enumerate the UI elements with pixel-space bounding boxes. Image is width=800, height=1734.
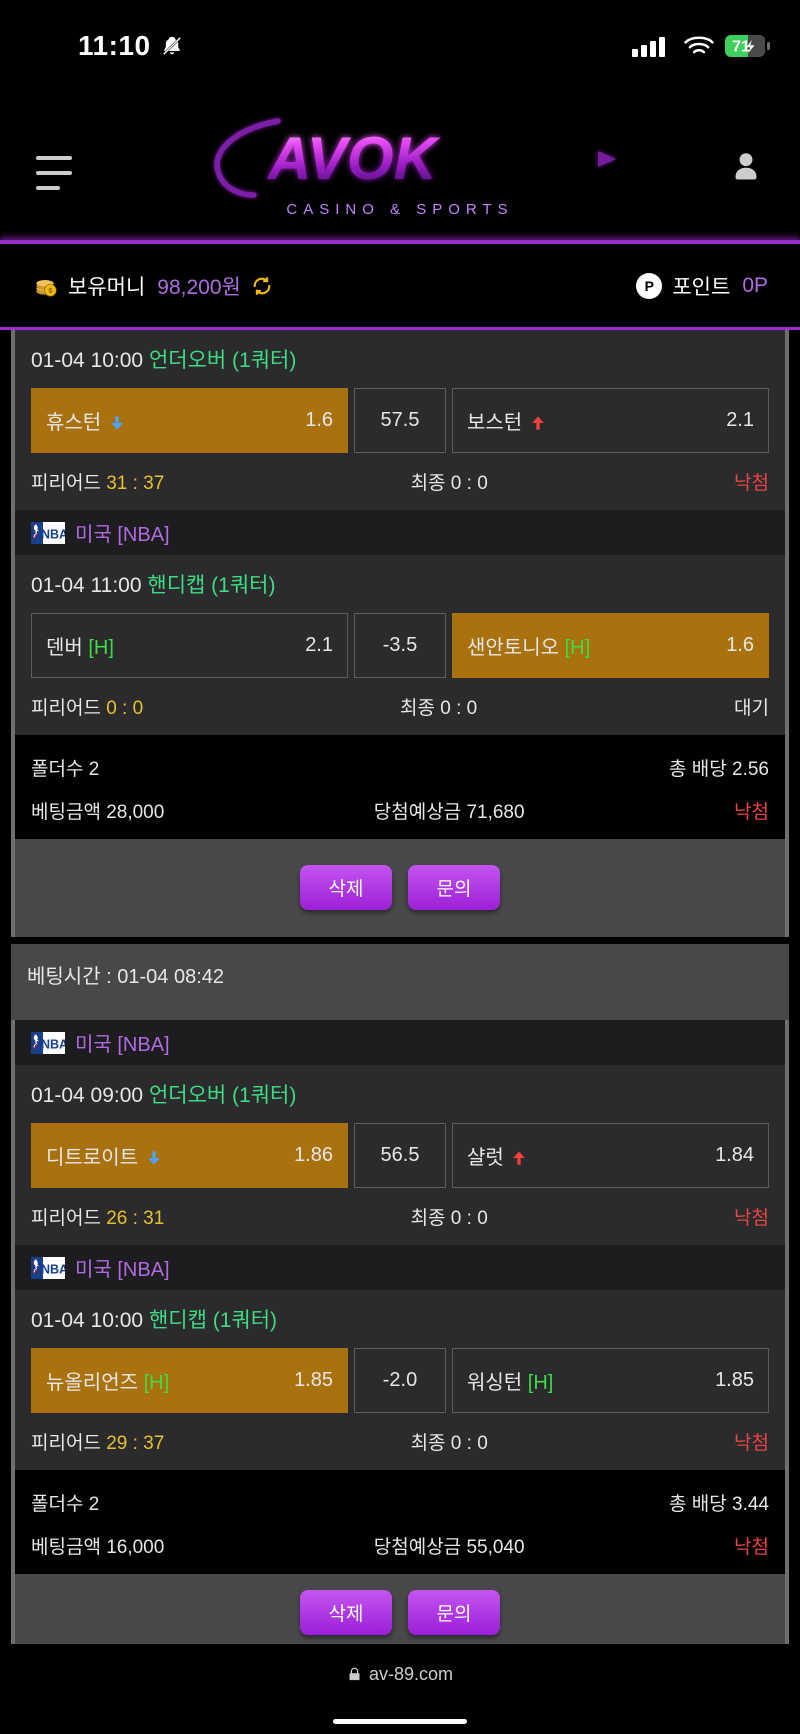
svg-text:NBA: NBA — [41, 1262, 65, 1276]
svg-text:$: $ — [48, 288, 52, 295]
svg-text:NBA: NBA — [41, 527, 65, 541]
svg-text:AVOK: AVOK — [266, 125, 441, 192]
svg-text:NBA: NBA — [41, 1037, 65, 1051]
